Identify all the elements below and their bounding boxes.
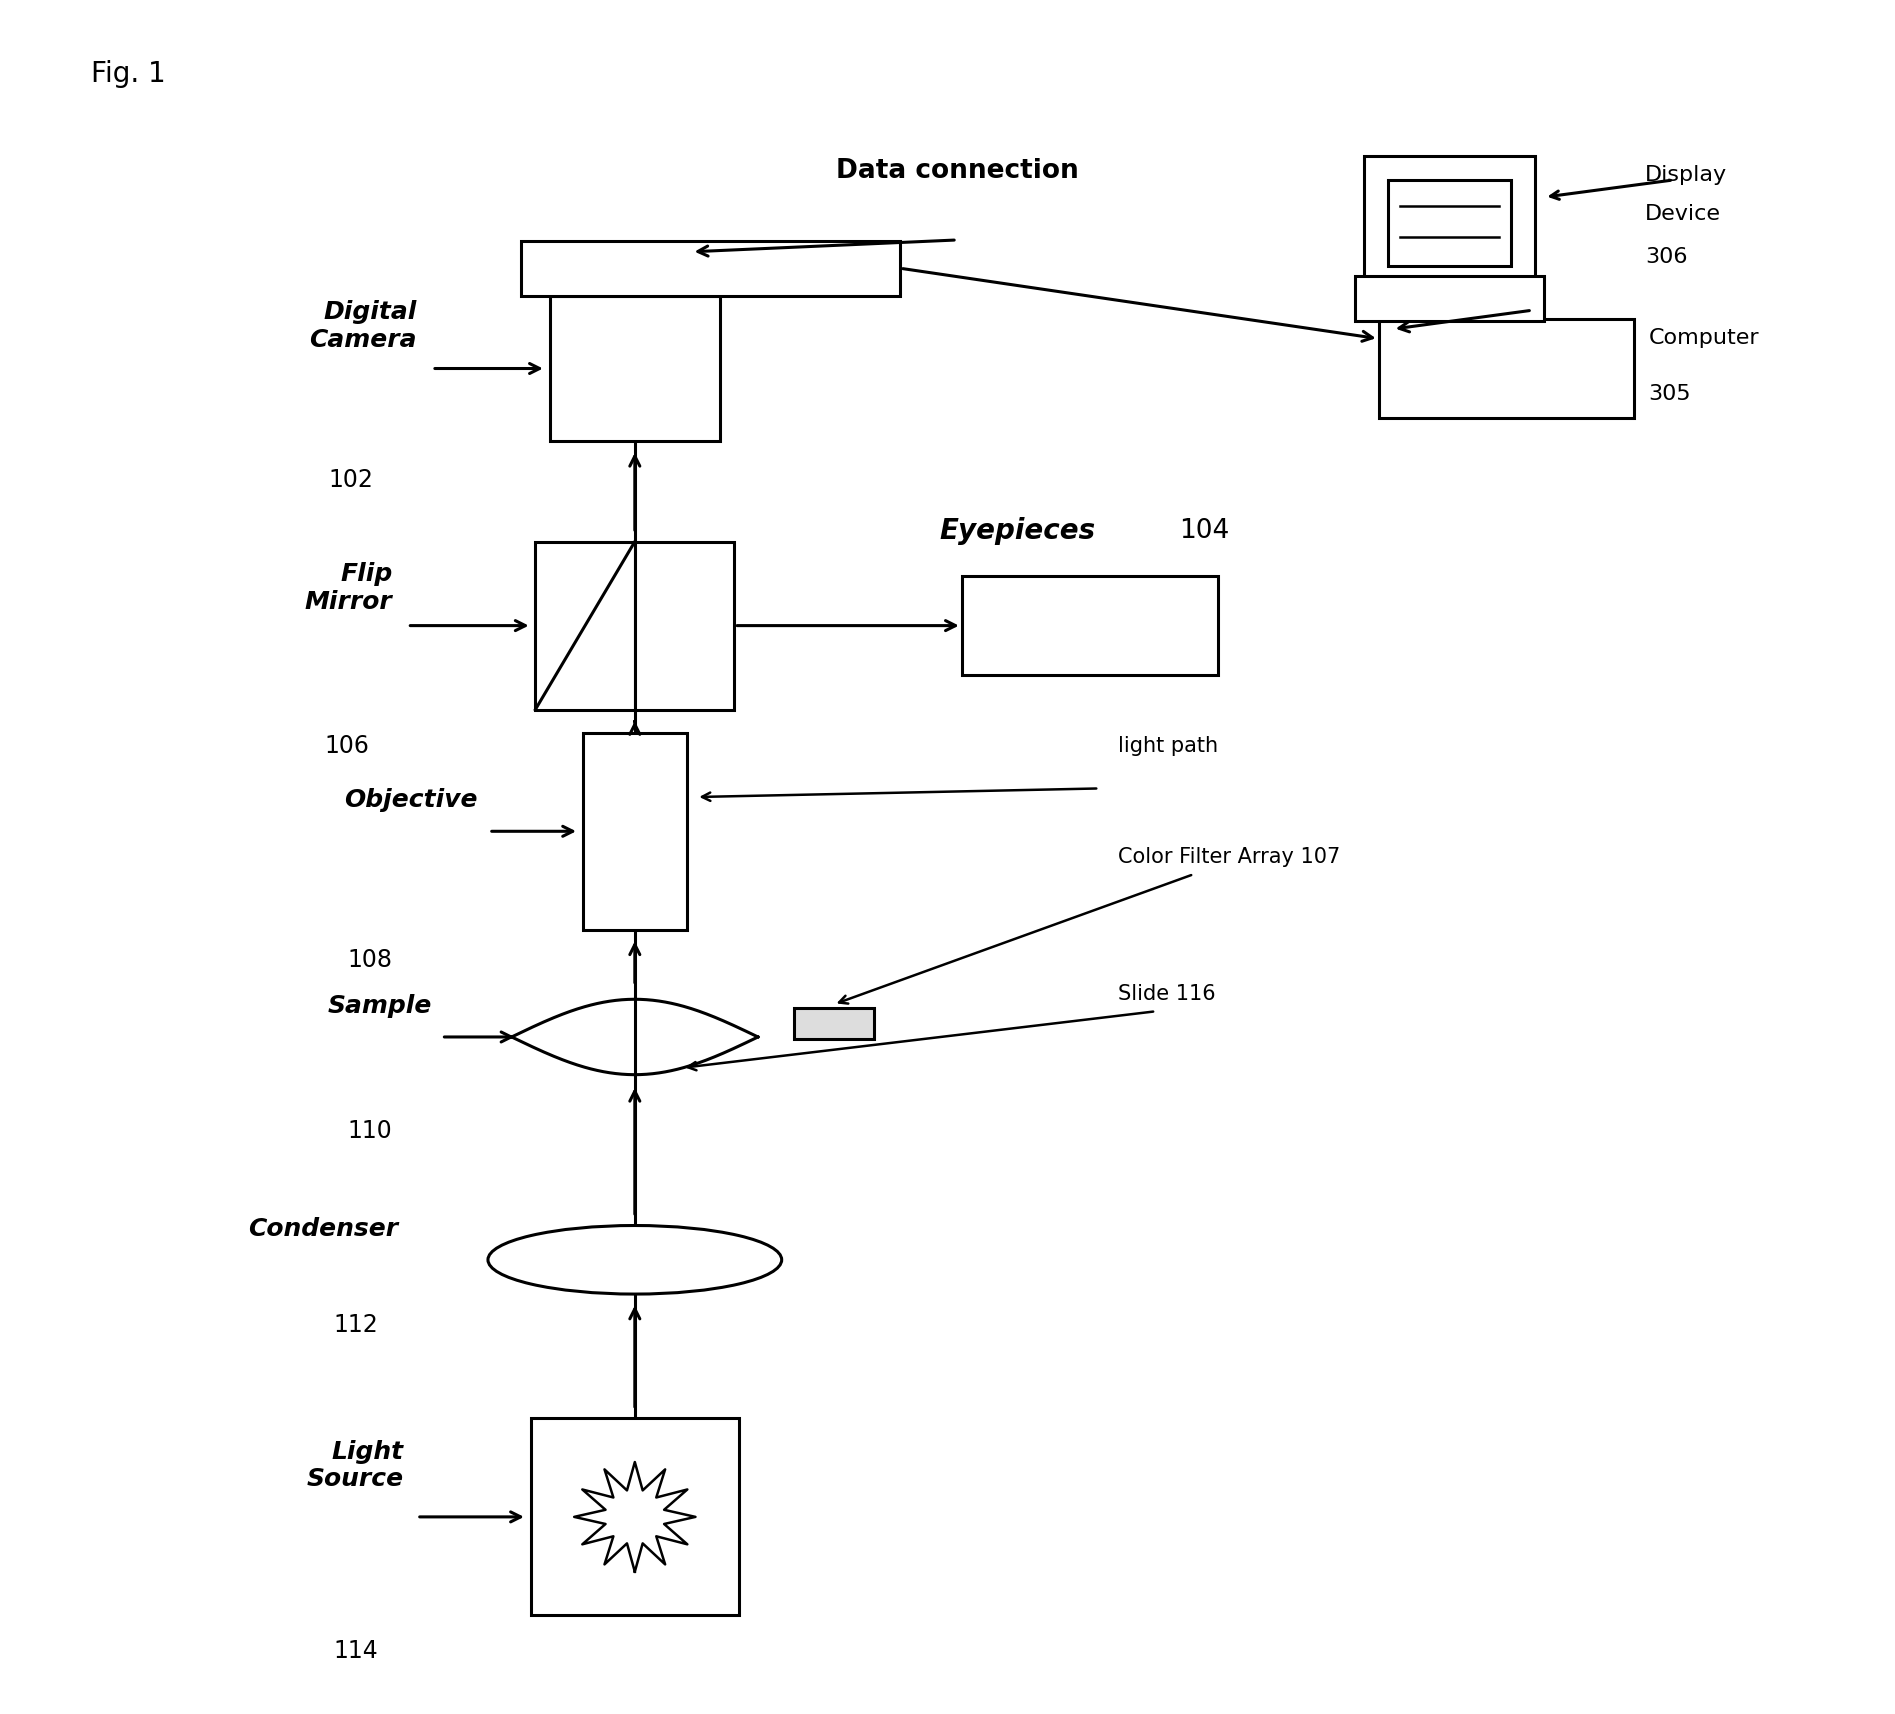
FancyBboxPatch shape [1387, 180, 1512, 266]
FancyBboxPatch shape [521, 242, 900, 297]
FancyBboxPatch shape [1355, 276, 1544, 321]
Text: 104: 104 [1179, 518, 1230, 545]
Text: 102: 102 [328, 468, 373, 492]
Text: 306: 306 [1645, 247, 1687, 267]
FancyBboxPatch shape [550, 297, 720, 442]
Text: Condenser: Condenser [248, 1217, 398, 1241]
Text: Fig. 1: Fig. 1 [91, 60, 165, 87]
Text: Objective: Objective [345, 788, 478, 812]
Text: Digital
Camera: Digital Camera [309, 300, 417, 351]
FancyBboxPatch shape [961, 576, 1217, 675]
FancyBboxPatch shape [584, 734, 686, 929]
Ellipse shape [489, 1226, 781, 1294]
Text: Eyepieces: Eyepieces [940, 518, 1095, 545]
Text: Device: Device [1645, 204, 1721, 225]
Text: Computer: Computer [1649, 327, 1759, 348]
Text: Slide 116: Slide 116 [1118, 984, 1217, 1004]
Text: Sample: Sample [328, 994, 432, 1018]
FancyBboxPatch shape [1378, 319, 1633, 418]
FancyBboxPatch shape [536, 542, 635, 710]
Text: Light
Source: Light Source [307, 1440, 404, 1491]
Text: Display: Display [1645, 165, 1726, 185]
FancyBboxPatch shape [635, 542, 735, 710]
FancyBboxPatch shape [531, 1419, 739, 1615]
FancyBboxPatch shape [794, 1008, 874, 1039]
Text: 112: 112 [334, 1313, 379, 1337]
Text: 114: 114 [334, 1639, 379, 1663]
Text: Color Filter Array 107: Color Filter Array 107 [1118, 847, 1340, 867]
Text: light path: light path [1118, 735, 1218, 756]
Text: Flip
Mirror: Flip Mirror [305, 562, 392, 614]
FancyBboxPatch shape [1364, 156, 1535, 290]
Text: 305: 305 [1649, 384, 1690, 405]
Text: 108: 108 [347, 948, 392, 972]
Text: 106: 106 [324, 734, 370, 758]
Text: Data connection: Data connection [836, 158, 1078, 185]
Text: 110: 110 [347, 1119, 392, 1143]
